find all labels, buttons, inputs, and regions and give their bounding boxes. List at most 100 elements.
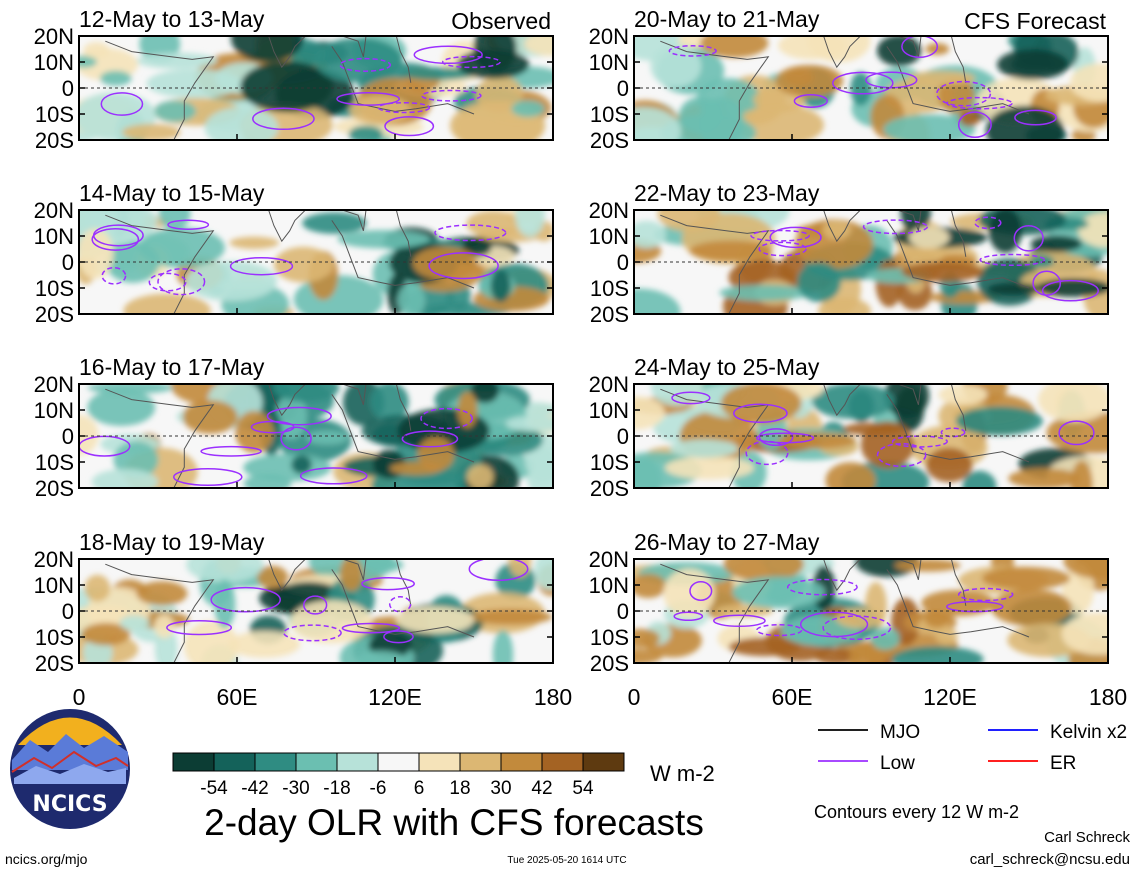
olr-anomaly-blob — [468, 609, 553, 625]
olr-anomaly-blob — [511, 100, 545, 118]
y-tick-label: 0 — [617, 76, 629, 101]
ncics-logo: NCICS — [10, 709, 130, 829]
panel-title: 16-May to 17-May — [79, 354, 265, 380]
low-contours — [668, 36, 1057, 139]
olr-anomaly-blob — [534, 559, 553, 590]
olr-anomaly-blob — [988, 210, 1023, 253]
olr-anomaly-blob — [87, 388, 156, 427]
olr-anomaly-blob — [938, 384, 988, 405]
olr-anomaly-blob — [728, 637, 801, 657]
colorbar-swatch — [213, 752, 256, 772]
timestamp: Tue 2025-05-20 1614 UTC — [507, 855, 626, 866]
contour-note: Contours every 12 W m-2 — [814, 802, 1019, 822]
olr-anomaly-blob — [962, 470, 997, 488]
colorbar-swatch — [459, 752, 502, 772]
y-tick-label: 0 — [62, 250, 74, 275]
y-tick-label: 20S — [35, 302, 74, 327]
low-contours — [91, 219, 507, 296]
olr-anomaly-blob — [987, 282, 1039, 296]
x-tick-label: 0 — [73, 684, 86, 710]
olr-anomaly-blob — [100, 70, 132, 86]
panel-title: 20-May to 21-May — [634, 6, 820, 32]
coastlines — [660, 559, 1030, 663]
olr-anomaly-blob — [735, 104, 824, 140]
olr-anomaly-blob — [634, 107, 682, 140]
y-tick-label: 20S — [590, 128, 629, 153]
olr-anomaly-blob — [158, 210, 191, 230]
panel-title: 12-May to 13-May — [79, 6, 265, 32]
olr-anomaly-blob — [925, 610, 950, 628]
olr-anomaly-blob — [720, 384, 802, 424]
olr-anomaly-blob — [492, 630, 514, 663]
olr-anomaly-blob — [935, 627, 958, 645]
colorbar-label: 42 — [531, 778, 552, 799]
colorbar-label: -30 — [282, 778, 309, 799]
olr-anomaly-blob — [985, 105, 1065, 140]
email: carl_schreck@ncsu.edu — [970, 851, 1130, 868]
x-tick-label: 0 — [628, 684, 641, 710]
panel-title: 18-May to 19-May — [79, 529, 265, 555]
olr-anomaly-blob — [870, 627, 900, 650]
colorbar-swatch — [336, 752, 379, 772]
y-tick-label: 10S — [590, 102, 629, 127]
olr-anomaly-blob — [883, 114, 976, 140]
olr-anomaly-blob — [119, 615, 150, 631]
coastlines — [660, 36, 1030, 140]
olr-anomaly-blob — [291, 455, 312, 475]
colorbar-swatch — [500, 752, 543, 772]
olr-anomaly-blob — [154, 614, 175, 639]
olr-anomaly-blob — [83, 41, 110, 59]
olr-anomaly-blob — [634, 628, 660, 648]
olr-anomaly-blob — [982, 566, 1071, 590]
y-tick-label: 20S — [35, 476, 74, 501]
olr-anomaly-blob — [228, 631, 301, 658]
colorbar-swatch — [172, 752, 215, 772]
olr-anomaly-blob — [901, 261, 984, 282]
y-tick-label: 10N — [34, 50, 74, 75]
panel-title: 22-May to 23-May — [634, 180, 820, 206]
colorbar-label: -18 — [323, 778, 350, 799]
y-tick-label: 20N — [34, 24, 74, 49]
olr-anomaly-blob — [959, 109, 980, 127]
olr-anomaly-blob — [955, 406, 1043, 436]
olr-anomaly-blob — [1078, 212, 1108, 248]
x-tick-label: 180 — [1089, 684, 1127, 710]
olr-anomaly-blob — [306, 430, 348, 445]
olr-anomaly-blob — [290, 600, 373, 644]
olr-anomaly-blob — [822, 220, 851, 240]
olr-anomaly-blob — [476, 75, 523, 113]
y-tick-label: 20S — [590, 651, 629, 676]
panel-title: 14-May to 15-May — [79, 180, 265, 206]
olr-anomaly-blob — [84, 574, 111, 602]
olr-anomaly-blob — [698, 97, 745, 140]
olr-anomaly-blob — [894, 559, 961, 572]
olr-anomaly-blob — [186, 559, 264, 583]
olr-anomaly-blob — [650, 44, 702, 88]
y-tick-label: 10S — [35, 450, 74, 475]
olr-anomaly-blob — [925, 447, 973, 483]
low-contours — [671, 391, 1095, 468]
y-tick-label: 0 — [617, 250, 629, 275]
y-tick-label: 10N — [34, 224, 74, 249]
olr-anomaly-blob — [876, 36, 922, 67]
olr-anomaly-blob — [669, 439, 739, 458]
y-tick-label: 10S — [590, 450, 629, 475]
colorbar: -54 -42 -30 -18 -6 6 18 30 42 54 — [172, 752, 625, 799]
olr-anomaly-blob — [895, 386, 925, 432]
olr-anomaly-blob — [412, 246, 478, 280]
olr-anomaly-blob — [490, 269, 511, 303]
olr-anomaly-blob — [154, 100, 197, 122]
site-link[interactable]: ncics.org/mjo — [5, 851, 88, 867]
olr-anomaly-blob — [138, 227, 225, 268]
olr-anomaly-blob — [663, 568, 715, 618]
olr-anomaly-blob — [657, 210, 721, 232]
olr-anomaly-blob — [700, 36, 769, 58]
olr-anomaly-blob — [240, 61, 333, 113]
olr-anomaly-blob — [302, 212, 367, 234]
olr-anomaly-blob — [794, 219, 874, 269]
olr-anomaly-blob — [848, 641, 885, 663]
y-tick-label: 10N — [34, 398, 74, 423]
